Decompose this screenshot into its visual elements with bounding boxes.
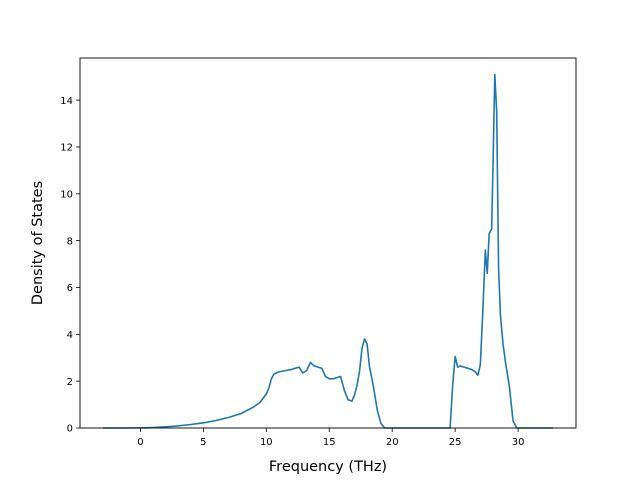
y-tick-label: 2 <box>67 377 73 388</box>
dos-series-line <box>102 73 554 429</box>
y-axis-label: Density of States <box>30 181 46 305</box>
x-axis-ticks: 0 5 10 15 20 25 30 <box>137 428 524 448</box>
y-tick-label: 6 <box>67 283 73 294</box>
y-tick-label: 4 <box>67 330 73 341</box>
y-tick-label: 14 <box>60 96 73 107</box>
y-tick-label: 12 <box>60 143 73 154</box>
y-tick-label: 10 <box>60 189 73 200</box>
x-tick-label: 25 <box>449 437 462 448</box>
x-tick-label: 15 <box>323 437 336 448</box>
y-tick-label: 8 <box>67 236 73 247</box>
x-tick-label: 30 <box>512 437 525 448</box>
plot-frame <box>79 57 577 429</box>
x-tick-label: 0 <box>137 437 143 448</box>
y-axis-ticks: 0 2 4 6 8 10 12 14 <box>60 96 80 435</box>
x-tick-label: 5 <box>200 437 206 448</box>
x-tick-label: 10 <box>260 437 273 448</box>
x-tick-label: 20 <box>386 437 399 448</box>
plot-area <box>80 58 576 428</box>
y-tick-label: 0 <box>67 424 73 435</box>
x-axis-label: Frequency (THz) <box>269 459 387 475</box>
